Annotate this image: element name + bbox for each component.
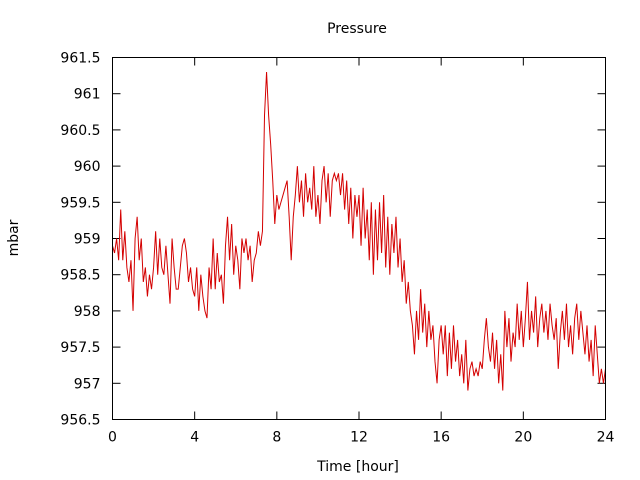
x-tick-label-1: 4: [190, 430, 199, 446]
y-tick-label-7: 960: [74, 159, 101, 175]
tick-labels: 0 4 8 12 16 20 24 956.5 957 957.5 958 958.5 959 959.5…: [60, 51, 614, 446]
y-tick-label-6: 959.5: [60, 195, 100, 211]
y-tick-label-9: 961: [74, 87, 101, 103]
x-tick-label-5: 20: [514, 430, 532, 446]
y-tick-label-8: 960.5: [60, 123, 100, 139]
y-tick-label-1: 957: [74, 376, 101, 392]
x-tick-label-0: 0: [108, 430, 117, 446]
y-tick-label-3: 958: [74, 304, 101, 320]
x-tick-label-2: 8: [272, 430, 281, 446]
pressure-series-line: [112, 71, 606, 391]
x-axis-label: Time [hour]: [316, 459, 399, 475]
y-tick-label-10: 961.5: [60, 51, 100, 67]
x-tick-label-4: 16: [432, 430, 450, 446]
x-tick-label-6: 24: [597, 430, 615, 446]
y-axis-label: mbar: [6, 219, 22, 256]
chart-title: Pressure: [327, 21, 387, 37]
y-tick-label-5: 959: [74, 232, 101, 248]
x-tick-label-3: 12: [350, 430, 368, 446]
axis-ticks: [112, 57, 606, 420]
plot-frame: [112, 57, 606, 420]
y-tick-label-0: 956.5: [60, 413, 100, 429]
y-tick-label-4: 958.5: [60, 268, 100, 284]
y-tick-label-2: 957.5: [60, 340, 100, 356]
